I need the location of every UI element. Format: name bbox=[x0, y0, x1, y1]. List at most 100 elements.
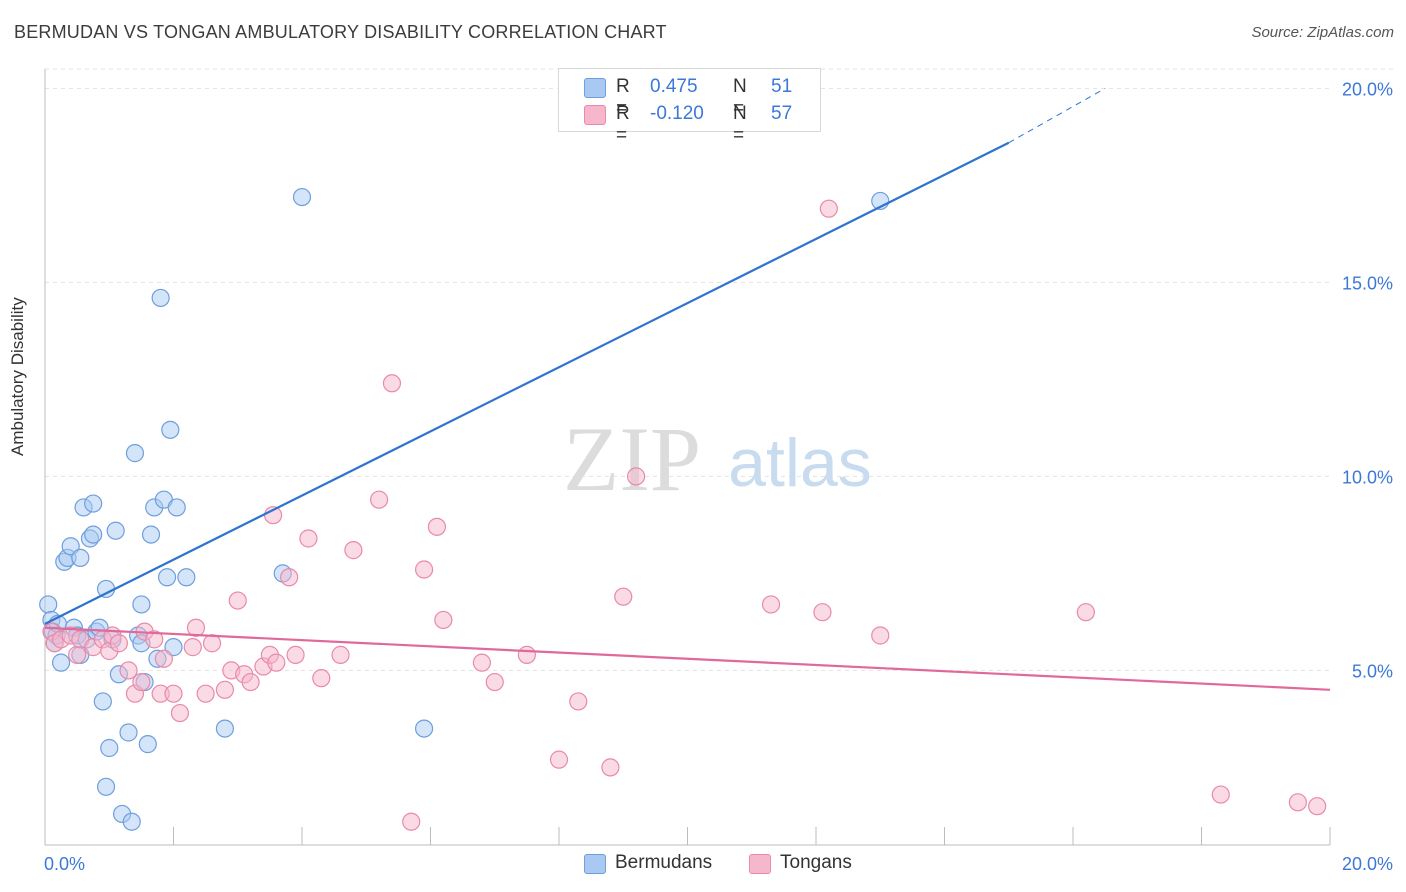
tongan-point bbox=[170, 703, 190, 723]
bermudan-point bbox=[157, 568, 177, 587]
stats-legend: R = 0.475 N = 51 R = -0.120 N = 57 bbox=[558, 68, 821, 146]
bermudan-point bbox=[93, 692, 112, 711]
r-value: -0.120 bbox=[650, 103, 704, 124]
tongan-point bbox=[761, 595, 781, 614]
tongan-point bbox=[164, 684, 183, 703]
bermudan-point bbox=[61, 537, 80, 556]
legend-label: Bermudans bbox=[615, 852, 713, 873]
bermudan-point bbox=[122, 812, 141, 831]
bermudan-points bbox=[39, 187, 890, 831]
tongan-point bbox=[241, 672, 260, 692]
tongan-point bbox=[267, 653, 286, 672]
bermudan-trend-extension bbox=[1008, 87, 1106, 144]
bermudan-point bbox=[292, 187, 312, 207]
bermudan-trend-line bbox=[44, 141, 1010, 625]
y-tick-label: 5.0% bbox=[1352, 661, 1393, 681]
watermark-zip: ZIP bbox=[563, 408, 701, 510]
tongan-points bbox=[42, 199, 1327, 831]
bermudan-point bbox=[177, 568, 196, 587]
bermudan-point bbox=[167, 498, 186, 517]
bermudan-point bbox=[132, 595, 151, 614]
tongan-point bbox=[427, 517, 447, 536]
tongan-point bbox=[370, 490, 389, 509]
tongan-point bbox=[472, 653, 491, 672]
x-tick-label: 0.0% bbox=[44, 854, 85, 874]
tongan-point bbox=[286, 645, 305, 664]
bermudan-point bbox=[138, 735, 157, 754]
grid bbox=[45, 68, 1395, 671]
bermudan-point bbox=[161, 420, 180, 439]
y-axis-label: Ambulatory Disability bbox=[8, 297, 27, 456]
legend-label: Tongans bbox=[780, 852, 852, 873]
r-label: R = bbox=[616, 76, 630, 119]
bermudan-point bbox=[96, 777, 116, 796]
tongan-point bbox=[312, 669, 331, 688]
tongan-point bbox=[569, 692, 588, 711]
y-tick-label: 10.0% bbox=[1342, 467, 1393, 487]
tongan-point bbox=[549, 750, 569, 769]
tongan-swatch bbox=[749, 854, 771, 874]
source-label: Source: ZipAtlas.com bbox=[1251, 24, 1394, 41]
r-value: 0.475 bbox=[650, 76, 698, 97]
bermudan-swatch bbox=[584, 854, 606, 874]
tongan-swatch bbox=[584, 105, 606, 125]
tongan-point bbox=[119, 661, 138, 680]
tongan-point bbox=[434, 610, 453, 630]
bermudan-point bbox=[106, 521, 125, 540]
tongan-point bbox=[186, 618, 206, 637]
chart-title: BERMUDAN VS TONGAN AMBULATORY DISABILITY… bbox=[14, 22, 667, 42]
tongan-point bbox=[215, 680, 234, 699]
tongan-trend-line bbox=[44, 626, 1331, 691]
bermudan-point bbox=[414, 719, 434, 738]
tongan-point bbox=[1076, 603, 1095, 622]
tongan-point bbox=[614, 587, 633, 606]
bermudan-point bbox=[125, 444, 145, 463]
bermudan-swatch bbox=[584, 78, 606, 98]
n-value: 51 bbox=[771, 76, 793, 97]
tongan-point bbox=[871, 626, 890, 645]
bermudan-point bbox=[119, 723, 138, 742]
trend-lines bbox=[44, 87, 1331, 691]
r-label: R = bbox=[616, 103, 630, 146]
tongan-point bbox=[626, 467, 646, 486]
tongan-point bbox=[196, 684, 215, 703]
y-tick-label: 20.0% bbox=[1342, 79, 1393, 99]
watermark-atlas: atlas bbox=[728, 425, 872, 501]
bermudan-point bbox=[39, 595, 58, 614]
tongan-point bbox=[517, 645, 536, 664]
tongan-point bbox=[68, 645, 87, 664]
tongan-point bbox=[344, 541, 363, 560]
axes bbox=[44, 69, 1331, 846]
bermudan-point bbox=[71, 548, 90, 567]
tongan-point bbox=[228, 591, 247, 610]
tongan-point bbox=[1288, 793, 1307, 812]
tongan-point bbox=[402, 812, 421, 831]
tongan-point bbox=[280, 568, 299, 587]
x-tick-label: 20.0% bbox=[1342, 854, 1393, 874]
tongan-point bbox=[485, 672, 504, 692]
bermudan-point bbox=[51, 653, 71, 672]
tongan-point bbox=[1211, 785, 1230, 804]
tongan-point bbox=[145, 630, 164, 649]
tongan-point bbox=[601, 758, 620, 777]
bermudan-point bbox=[151, 288, 170, 308]
tongan-point bbox=[183, 638, 202, 657]
tongan-point bbox=[202, 634, 222, 653]
tongan-point bbox=[813, 603, 832, 622]
bermudan-point bbox=[96, 579, 116, 599]
bermudan-point bbox=[141, 525, 161, 544]
tongan-point bbox=[331, 645, 350, 664]
tongan-point bbox=[819, 199, 838, 218]
bermudan-point bbox=[215, 719, 234, 738]
tongan-point bbox=[132, 672, 151, 692]
tongan-point bbox=[414, 560, 434, 579]
tongan-point bbox=[109, 634, 128, 653]
n-label: N = bbox=[733, 76, 747, 119]
bermudan-point bbox=[84, 494, 103, 513]
tongan-point bbox=[382, 374, 402, 393]
bermudan-point bbox=[164, 638, 183, 657]
y-tick-label: 15.0% bbox=[1342, 273, 1393, 293]
n-label: N = bbox=[733, 103, 747, 146]
tick-labels: 5.0% 10.0% 15.0% 20.0% 0.0% 20.0% bbox=[44, 79, 1393, 874]
